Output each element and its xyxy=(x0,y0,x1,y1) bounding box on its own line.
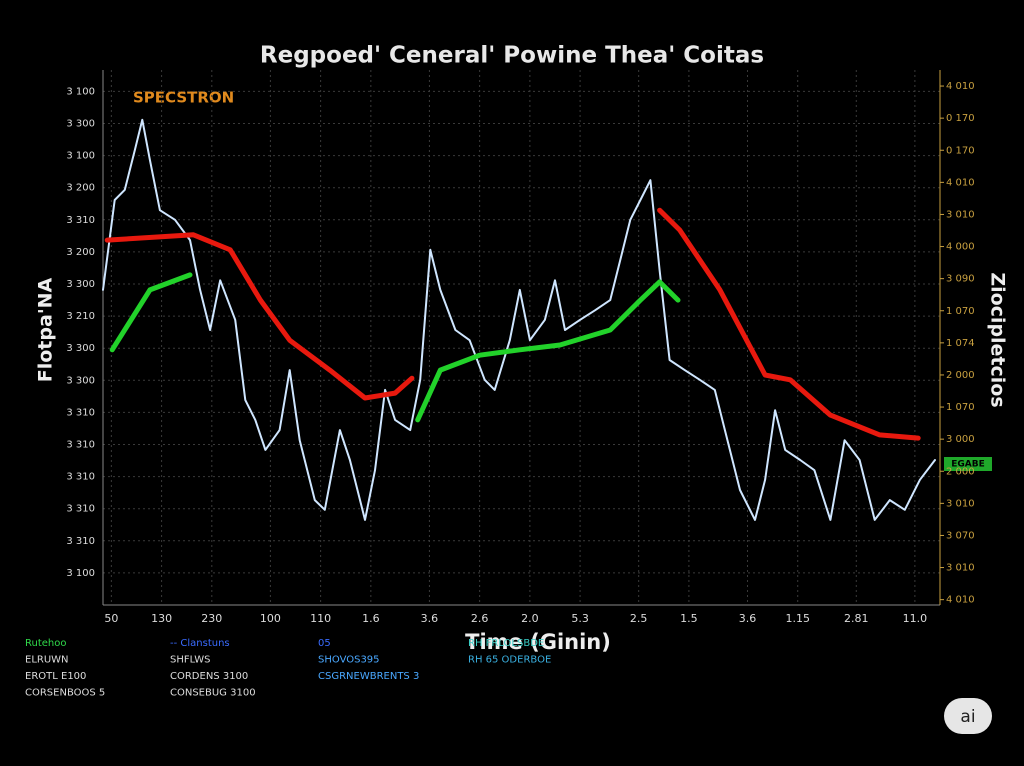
y-tick-label: 3 310 xyxy=(66,504,95,515)
footer-legend-text: CONSEBUG 3100 xyxy=(170,688,256,699)
footer-legend-text: ELRUWN xyxy=(25,655,69,666)
x-tick-label: 2.81 xyxy=(844,612,869,625)
series-line xyxy=(109,272,681,423)
series-line xyxy=(102,118,936,521)
x-tick-label: 3.6 xyxy=(421,612,439,625)
x-tick-label: 11.0 xyxy=(903,612,928,625)
y2-tick-label: 4 010 xyxy=(946,595,975,606)
footer-legend-text: 05 xyxy=(318,638,331,649)
x-tick-label: 110 xyxy=(310,612,331,625)
y2-tick-label: 1 070 xyxy=(946,402,975,413)
y2-tick-label: 4 010 xyxy=(946,81,975,92)
footer-legend-text: RH 65 ODERBOE xyxy=(468,655,551,666)
footer-legend-text: EROTL E100 xyxy=(25,671,86,682)
y2-tick-label: 3 010 xyxy=(946,498,975,509)
y-tick-label: 3 310 xyxy=(66,472,95,483)
x-axis-label: Time (Ginin) xyxy=(465,630,611,654)
x-tick-label: 2.5 xyxy=(630,612,648,625)
badge: ai xyxy=(960,707,975,727)
badge-bg xyxy=(944,698,992,734)
x-tick-label: 130 xyxy=(151,612,172,625)
y-tick-label: 3 300 xyxy=(66,343,95,354)
chart-title: Regpoed' Ceneral' Powine Thea' Coitas xyxy=(260,43,764,69)
y2-tick-label: 4 010 xyxy=(946,177,975,188)
y-tick-label: 3 310 xyxy=(66,536,95,547)
y2-tick-label: 3 070 xyxy=(946,530,975,541)
y-tick-label: 3 100 xyxy=(66,568,95,579)
series-line xyxy=(104,207,921,441)
y-tick-label: 3 300 xyxy=(66,375,95,386)
y2-tick-label: 3 090 xyxy=(946,274,975,285)
y-axis-label: Flotpa'NA xyxy=(35,277,57,382)
y-tick-label: 3 100 xyxy=(66,86,95,97)
y2-tick-label: 2 000 xyxy=(946,370,975,381)
x-tick-label: 3.6 xyxy=(739,612,757,625)
y2-tick-label: 1 070 xyxy=(946,306,975,317)
y2-tick-label: 2 000 xyxy=(946,466,975,477)
footer-legend-text: Rutehoo xyxy=(25,638,66,649)
x-tick-label: 230 xyxy=(201,612,222,625)
side-tag-box xyxy=(944,457,992,471)
y2-tick-label: 0 170 xyxy=(946,113,975,124)
footer-legend-text: CORSENBOOS 5 xyxy=(25,688,105,699)
footer-legend-text: RH FRLOLSBDE xyxy=(468,638,544,649)
y2-tick-label: 0 170 xyxy=(946,145,975,156)
x-tick-label: 50 xyxy=(104,612,118,625)
footer-legend-text: CSGRNEWBRENTS 3 xyxy=(318,671,419,682)
x-tick-label: 5.3 xyxy=(571,612,589,625)
y-tick-label: 3 300 xyxy=(66,119,95,130)
y-tick-label: 3 310 xyxy=(66,215,95,226)
footer-legend-text: SHFLWS xyxy=(170,655,211,666)
y-tick-label: 3 200 xyxy=(66,183,95,194)
y-tick-label: 3 200 xyxy=(66,247,95,258)
y-tick-label: 3 210 xyxy=(66,311,95,322)
x-tick-label: 1.5 xyxy=(680,612,698,625)
x-tick-label: 2.0 xyxy=(521,612,539,625)
y-tick-label: 3 300 xyxy=(66,279,95,290)
footer-legend-text: CORDENS 3100 xyxy=(170,671,248,682)
y2-tick-label: 4 000 xyxy=(946,242,975,253)
y-tick-label: 3 100 xyxy=(66,151,95,162)
y-tick-label: 3 310 xyxy=(66,407,95,418)
y-tick-label: 3 310 xyxy=(66,440,95,451)
y2-axis-label: Ziocipletcios xyxy=(987,272,1009,407)
x-tick-label: 100 xyxy=(260,612,281,625)
x-tick-label: 2.6 xyxy=(471,612,489,625)
x-tick-label: 1.15 xyxy=(785,612,810,625)
x-tick-label: 1.6 xyxy=(362,612,380,625)
y2-tick-label: 3 000 xyxy=(946,434,975,445)
y2-tick-label: 1 074 xyxy=(946,338,975,349)
footer-legend-text: -- Clanstuns xyxy=(170,638,230,649)
y2-tick-label: 3 010 xyxy=(946,209,975,220)
footer-legend-text: SHOVOS395 xyxy=(318,655,380,666)
annotation: SPECSTRON xyxy=(133,89,234,107)
side-tag: EGABE xyxy=(951,460,985,470)
y2-tick-label: 3 010 xyxy=(946,563,975,574)
